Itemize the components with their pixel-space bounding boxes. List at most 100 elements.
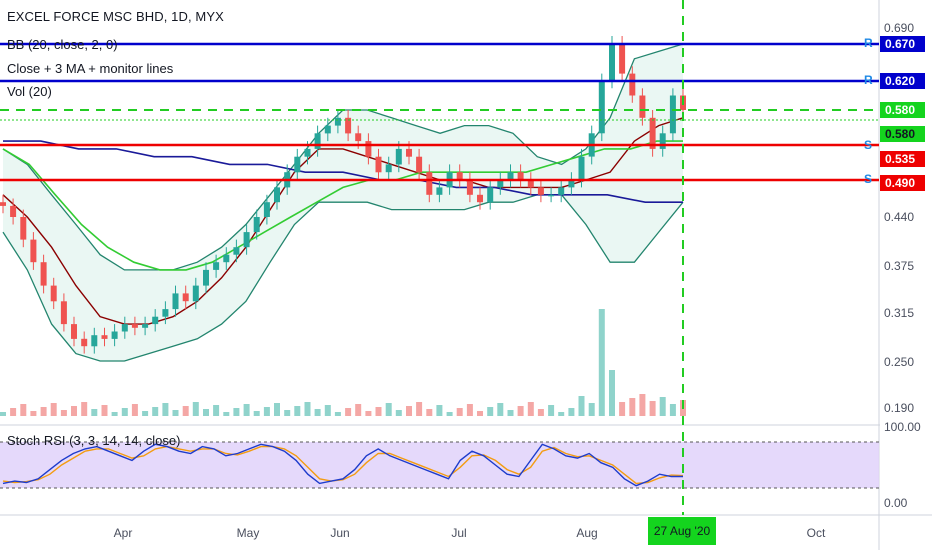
candle-body (466, 180, 473, 195)
chart-title: EXCEL FORCE MSC BHD, 1D, MYX (7, 9, 224, 24)
stoch-rsi-legend[interactable]: Stoch RSI (3, 3, 14, 14, close) (7, 433, 181, 448)
candle-body (233, 247, 240, 255)
stoch-tick: 0.00 (884, 496, 908, 510)
candle-body (558, 187, 565, 195)
volume-bar (81, 402, 88, 416)
resistance-tag: R (864, 36, 873, 50)
candle-body (213, 262, 220, 270)
candle-body (619, 44, 626, 74)
candle-body (345, 117, 352, 134)
volume-bar (172, 410, 179, 416)
support-label: 0.490 (880, 175, 925, 191)
volume-bar (548, 405, 555, 416)
candle-body (223, 254, 230, 263)
volume-bar (385, 403, 392, 416)
dashed-level-label: 0.580 (880, 102, 925, 118)
volume-bar (243, 404, 250, 416)
volume-bar (20, 404, 27, 416)
candle-body (578, 156, 585, 180)
candle-body (101, 335, 108, 339)
candle-body (172, 293, 179, 310)
volume-bar (233, 408, 240, 416)
volume-bar (639, 394, 646, 416)
candle-body (131, 324, 138, 328)
candle-body (436, 187, 443, 195)
volume-bar (111, 412, 118, 416)
candle-body (274, 187, 280, 203)
candle-body (192, 285, 199, 302)
bb-legend[interactable]: BB (20, close, 2, 0) (7, 37, 118, 52)
candle-body (548, 194, 555, 197)
bb-lower-line (2, 194, 684, 362)
price-tick: 0.375 (884, 259, 915, 273)
volume-bar (558, 412, 565, 416)
candle-body (507, 172, 514, 180)
candle-body (426, 172, 433, 195)
volume-bar (91, 409, 98, 416)
volume-bar (304, 402, 311, 416)
volume-bar (203, 409, 209, 416)
volume-bar (50, 403, 57, 416)
volume-bar (365, 411, 372, 416)
stoch-d-line (2, 445, 684, 485)
volume-bar (253, 411, 260, 416)
candle-body (456, 172, 463, 180)
volume-bar (395, 410, 402, 416)
volume-bar (406, 406, 412, 416)
support-tag: S (864, 172, 873, 186)
volume-bar (345, 408, 352, 416)
volume-bar (568, 408, 575, 416)
candle-body (527, 180, 534, 188)
resistance-tag: R (864, 73, 873, 87)
volume-bar (162, 403, 169, 416)
candle-body (91, 335, 98, 347)
ma-long-line (3, 140, 683, 203)
volume-bar (436, 405, 443, 416)
volume-bar (497, 403, 504, 416)
candle-body (324, 125, 331, 134)
support-tag: S (864, 138, 873, 152)
volume-bar (213, 405, 220, 416)
volume-bar (426, 409, 433, 416)
candle-body (629, 73, 636, 96)
candle-body (314, 133, 321, 149)
candle-body (487, 187, 494, 203)
volume-bar (131, 404, 138, 416)
ma-legend[interactable]: Close + 3 MA + monitor lines (7, 61, 174, 76)
volume-bar (598, 309, 605, 416)
candle-body (568, 180, 575, 188)
bb-fill (3, 44, 683, 361)
volume-bar (314, 409, 321, 416)
support-label: 0.535 (880, 151, 925, 167)
candle-body (263, 202, 270, 217)
volume-legend[interactable]: Vol (20) (7, 84, 52, 99)
candle-body (639, 95, 646, 118)
resistance-label: 0.670 (880, 36, 925, 52)
candle-body (253, 217, 260, 233)
candle-body (477, 194, 483, 203)
candle-body (243, 232, 250, 248)
candle-body (294, 156, 301, 173)
volume-bar (487, 407, 494, 416)
volume-bar (659, 397, 666, 416)
stoch-rsi-band (0, 442, 879, 488)
price-tick: 0.690 (884, 21, 915, 35)
time-tick: Aug (576, 526, 598, 540)
candle-body (659, 133, 666, 149)
time-tick: Oct (806, 526, 826, 540)
volume-bar (578, 396, 585, 416)
volume-bar (588, 403, 595, 416)
price-tick: 0.440 (884, 210, 915, 224)
volume-bar (263, 407, 270, 416)
ma-mid-line (2, 140, 683, 271)
candle-body (162, 309, 169, 317)
time-tick: Jun (330, 526, 350, 540)
candle-body (203, 269, 209, 286)
candle-body (50, 285, 57, 302)
volume-bar (71, 406, 77, 416)
candle-body (304, 148, 311, 157)
volume-bar (192, 402, 199, 416)
candle-body (182, 293, 189, 302)
price-tick: 0.315 (884, 306, 915, 320)
